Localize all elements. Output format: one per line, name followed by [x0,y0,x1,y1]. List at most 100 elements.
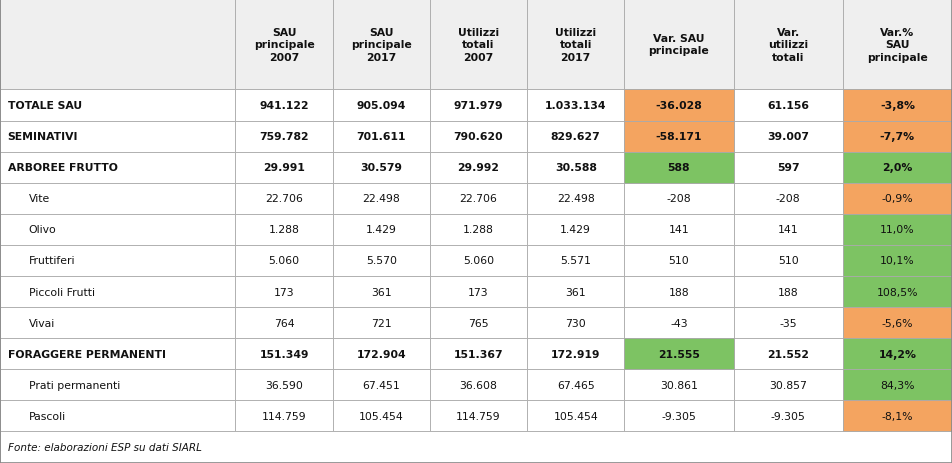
Bar [332,183,430,214]
Text: -9.305: -9.305 [662,411,696,421]
Bar [527,183,625,214]
Bar [235,183,332,214]
Text: 730: 730 [565,318,586,328]
Bar [0,90,235,121]
Text: 1.429: 1.429 [561,225,591,235]
Bar [430,0,527,90]
Text: 11,0%: 11,0% [880,225,915,235]
Bar [527,121,625,152]
Bar [0,245,235,276]
Text: 84,3%: 84,3% [881,380,915,390]
Text: -208: -208 [776,194,801,204]
Bar [235,400,332,432]
Text: 172.904: 172.904 [356,349,407,359]
Text: 10,1%: 10,1% [880,256,915,266]
Bar [0,121,235,152]
Text: 701.611: 701.611 [357,132,407,142]
Text: 36.590: 36.590 [266,380,303,390]
Bar [332,90,430,121]
Text: 22.706: 22.706 [460,194,498,204]
Bar [734,214,843,245]
Bar [332,152,430,183]
Text: 759.782: 759.782 [259,132,308,142]
Bar [625,369,734,400]
Text: 764: 764 [274,318,294,328]
Text: 105.454: 105.454 [553,411,598,421]
Text: 829.627: 829.627 [551,132,601,142]
Text: 588: 588 [667,163,690,173]
Text: FORAGGERE PERMANENTI: FORAGGERE PERMANENTI [8,349,166,359]
Bar [625,121,734,152]
Bar [235,338,332,369]
Text: 5.060: 5.060 [463,256,494,266]
Bar [527,214,625,245]
Bar [625,214,734,245]
Bar [332,245,430,276]
Bar [527,369,625,400]
Bar [235,307,332,338]
Bar [843,369,952,400]
Text: 114.759: 114.759 [262,411,307,421]
Text: 1.288: 1.288 [463,225,494,235]
Bar [430,245,527,276]
Bar [430,307,527,338]
Bar [734,338,843,369]
Text: 188: 188 [778,287,799,297]
Bar [625,90,734,121]
Text: 114.759: 114.759 [456,411,501,421]
Bar [843,400,952,432]
Bar [332,307,430,338]
Bar [527,152,625,183]
Bar [235,121,332,152]
Text: SAU
principale
2017: SAU principale 2017 [351,28,411,63]
Text: -43: -43 [670,318,687,328]
Bar [332,369,430,400]
Bar [625,90,734,121]
Bar [430,90,527,121]
Text: -35: -35 [780,318,797,328]
Bar [430,338,527,369]
Bar [0,214,235,245]
Bar [843,90,952,121]
Bar [843,214,952,245]
Text: 22.498: 22.498 [363,194,400,204]
Text: 21.555: 21.555 [658,349,700,359]
Bar [843,245,952,276]
Bar [430,214,527,245]
Bar [0,338,235,369]
Text: 67.465: 67.465 [557,380,595,390]
Text: 22.498: 22.498 [557,194,595,204]
Bar [0,307,235,338]
Bar [843,276,952,307]
Bar [843,152,952,183]
Bar [734,276,843,307]
Bar [0,400,235,432]
Text: 22.706: 22.706 [266,194,303,204]
Text: 151.367: 151.367 [454,349,504,359]
Text: Piccoli Frutti: Piccoli Frutti [29,287,94,297]
Text: SEMINATIVI: SEMINATIVI [8,132,78,142]
Text: 790.620: 790.620 [454,132,504,142]
Text: -9.305: -9.305 [771,411,805,421]
Text: -0,9%: -0,9% [882,194,913,204]
Text: 30.588: 30.588 [555,163,597,173]
Bar [843,245,952,276]
Text: 141: 141 [778,225,799,235]
Text: 30.857: 30.857 [769,380,807,390]
Bar [235,90,332,121]
Text: 941.122: 941.122 [259,101,308,111]
Bar [625,276,734,307]
Bar [625,338,734,369]
Text: Fonte: elaborazioni ESP su dati SIARL: Fonte: elaborazioni ESP su dati SIARL [8,442,202,452]
Text: 765: 765 [468,318,488,328]
Text: Prati permanenti: Prati permanenti [29,380,120,390]
Bar [430,400,527,432]
Bar [0,183,235,214]
Text: 188: 188 [668,287,689,297]
Bar [625,183,734,214]
Bar [625,338,734,369]
Text: -8,1%: -8,1% [882,411,913,421]
Text: -3,8%: -3,8% [880,101,915,111]
Bar [527,276,625,307]
Text: 5.570: 5.570 [366,256,397,266]
